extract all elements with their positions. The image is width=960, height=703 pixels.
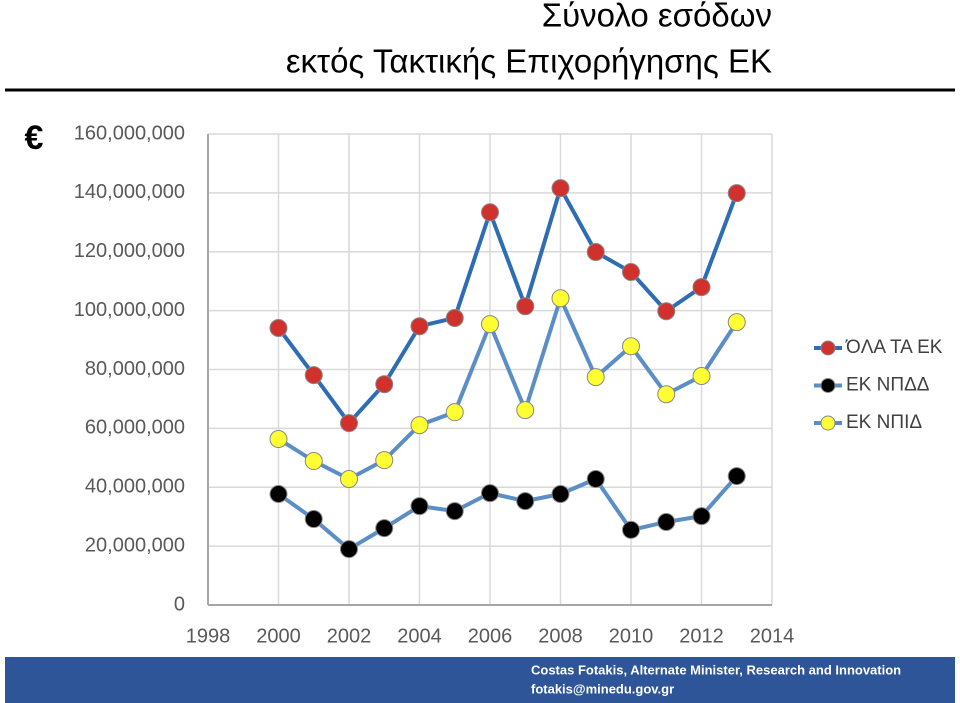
data-point xyxy=(304,452,323,471)
x-tick-label: 2002 xyxy=(327,625,372,647)
data-point xyxy=(269,485,288,504)
y-tick-label: 80,000,000 xyxy=(85,358,185,380)
plot: 0 20,000,000 40,000,000 60,000,000 80,000,00… xyxy=(74,122,943,647)
legend-label: ΕΚ ΝΠΙΔ xyxy=(846,412,922,433)
data-point xyxy=(692,278,711,297)
legend-label: ΕΚ ΝΠΔΔ xyxy=(846,375,930,396)
x-tick-label: 2012 xyxy=(679,625,724,647)
data-point xyxy=(340,540,358,559)
data-point xyxy=(727,184,746,203)
y-tick-label: 40,000,000 xyxy=(85,476,185,498)
data-point xyxy=(727,313,746,332)
data-point xyxy=(269,429,288,448)
x-tick-label: 2014 xyxy=(750,625,795,647)
data-point xyxy=(340,470,358,489)
title: Σύνολο εσόδων xyxy=(542,0,772,34)
data-point xyxy=(622,520,640,539)
data-point xyxy=(727,467,746,486)
data-point xyxy=(516,297,535,316)
data-point xyxy=(622,263,640,282)
x-tick-label: 2006 xyxy=(468,625,513,647)
data-point xyxy=(692,507,711,526)
data-point xyxy=(586,368,605,387)
subtitle: εκτός Τακτικής Επιχορήγησης ΕΚ xyxy=(286,43,772,80)
footer-bar xyxy=(5,657,955,703)
x-tick-label: 1998 xyxy=(186,625,231,647)
data-point xyxy=(340,414,358,433)
data-point xyxy=(269,318,288,337)
data-point xyxy=(304,366,323,385)
legend-label: ΌΛΑ ΤΑ ΕΚ xyxy=(845,337,943,358)
legend-marker xyxy=(820,415,836,431)
data-point xyxy=(481,484,499,503)
data-point xyxy=(481,203,499,222)
data-point xyxy=(516,492,535,511)
data-point xyxy=(692,366,711,385)
data-point xyxy=(551,289,570,308)
data-point xyxy=(657,512,676,531)
y-tick-label: 140,000,000 xyxy=(74,181,185,203)
data-point xyxy=(375,375,394,394)
footer-email: fotakis@minedu.gov.gr xyxy=(531,681,674,696)
x-tick-label: 2004 xyxy=(397,625,442,647)
y-tick-label: 20,000,000 xyxy=(85,534,185,556)
data-point xyxy=(551,485,570,504)
y-tick-label: 100,000,000 xyxy=(74,299,185,321)
data-point xyxy=(375,519,394,538)
data-point xyxy=(375,451,394,470)
x-tick-label: 2008 xyxy=(538,625,583,647)
y-tick-label: 0 xyxy=(174,593,185,615)
y-tick-label: 60,000,000 xyxy=(85,417,185,439)
data-point xyxy=(657,302,676,321)
x-tick-label: 2010 xyxy=(609,625,654,647)
footer-author: Costas Fotakis, Alternate Minister, Rese… xyxy=(531,662,901,677)
y-tick-label: 120,000,000 xyxy=(74,240,185,262)
data-point xyxy=(481,315,499,334)
x-tick-label: 2000 xyxy=(256,625,301,647)
data-point xyxy=(586,243,605,262)
data-point xyxy=(657,385,676,404)
data-point xyxy=(445,308,464,327)
legend-marker xyxy=(820,340,836,356)
data-point xyxy=(586,470,605,489)
data-point xyxy=(622,337,640,356)
data-point xyxy=(551,179,570,198)
legend-marker xyxy=(820,378,836,393)
y-tick-label: 160,000,000 xyxy=(74,122,185,144)
data-point xyxy=(304,510,323,529)
data-point xyxy=(410,317,429,336)
data-point xyxy=(410,416,429,435)
data-point xyxy=(516,401,535,420)
data-point xyxy=(410,497,429,516)
y-axis-label: € xyxy=(25,119,44,157)
data-point xyxy=(445,502,464,521)
data-point xyxy=(445,403,464,422)
